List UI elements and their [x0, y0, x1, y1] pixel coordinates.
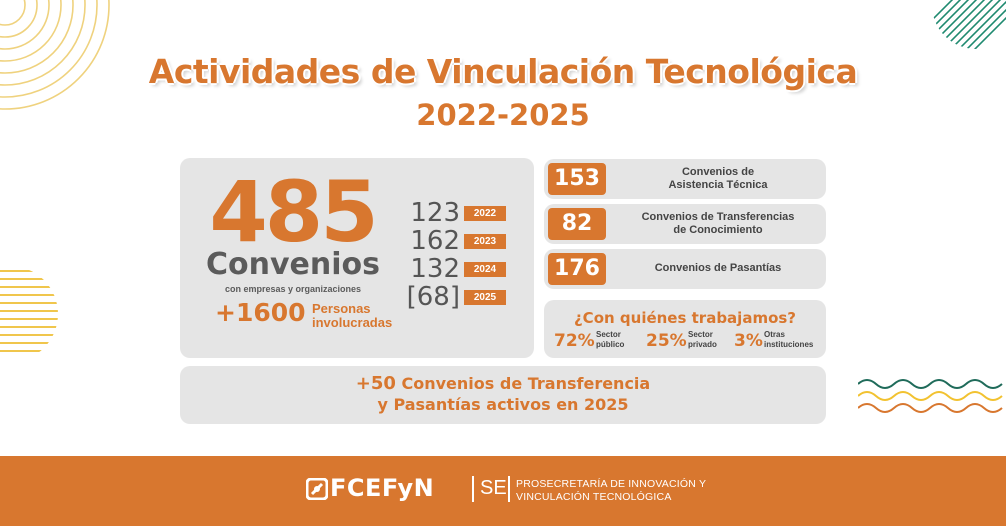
- total-sublabel: con empresas y organizaciones: [224, 284, 362, 294]
- striped-circle-decoration: [932, 0, 1006, 49]
- active-plus: +50: [355, 373, 396, 394]
- who-label-line2: instituciones: [764, 339, 814, 349]
- stat-number: 176: [548, 253, 606, 285]
- who-we-work-with-card: [544, 300, 826, 358]
- year-badge: 2022: [464, 206, 506, 221]
- unit-abbrev: SE: [480, 477, 507, 499]
- year-value: 132: [410, 254, 460, 284]
- year-row-2025: [68] 2025: [396, 284, 506, 310]
- who-label-line1: Sector: [688, 330, 713, 339]
- year-value: 162: [410, 226, 460, 256]
- who-pct: 3%: [734, 331, 763, 351]
- active-line1: Convenios de Transferencia: [401, 374, 651, 393]
- year-row-2023: 162 2023: [396, 228, 506, 254]
- year-row-2024: 132 2024: [396, 256, 506, 282]
- who-label-line2: público: [596, 339, 625, 349]
- page-subtitle: 2022-2025: [416, 98, 590, 132]
- unit-description-line1: PROSECRETARÍA DE INNOVACIÓN Y: [516, 478, 707, 490]
- unit-description-line2: VINCULACIÓN TECNOLÓGICA: [516, 491, 672, 504]
- stat-label: Convenios de Transferencias de Conocimie…: [614, 204, 822, 244]
- who-label: Sector privado: [688, 330, 717, 349]
- who-label: Sector público: [596, 330, 624, 349]
- stat-card-asistencia: 153 Convenios de Asistencia Técnica: [544, 159, 826, 199]
- year-value: [68]: [406, 282, 460, 312]
- stat-label: Convenios de Asistencia Técnica: [614, 159, 822, 199]
- who-label-line1: Otras: [764, 330, 785, 339]
- stat-label-line1: Convenios de: [681, 165, 755, 178]
- people-label-line1: Personas: [312, 301, 371, 316]
- stat-card-transferencias: 82 Convenios de Transferencias de Conoci…: [544, 204, 826, 244]
- concentric-arcs-decoration: [0, 0, 110, 110]
- dotted-circle-decoration: [0, 270, 58, 352]
- total-number: 485: [209, 163, 378, 261]
- year-value: 123: [410, 198, 460, 228]
- stat-label-line2: de Conocimiento: [673, 224, 763, 236]
- total-label: Convenios: [206, 247, 380, 282]
- year-row-2022: 123 2022: [396, 200, 506, 226]
- footer-bar: [0, 456, 1006, 526]
- who-item-otras: 3% Otras instituciones: [734, 330, 820, 352]
- people-label: Personas involucradas: [312, 302, 392, 329]
- who-label-line2: privado: [688, 339, 717, 349]
- stat-label-line2: Asistencia Técnica: [668, 179, 768, 191]
- who-item-privado: 25% Sector privado: [646, 330, 726, 352]
- year-badge: 2024: [464, 262, 506, 277]
- who-label-line1: Sector: [596, 330, 621, 339]
- stat-number: 153: [548, 163, 606, 195]
- active-convenios-text: +50 Convenios de Transferencia y Pasantí…: [180, 372, 826, 416]
- stat-label: Convenios de Pasantías: [614, 249, 822, 289]
- logo-divider: [472, 476, 474, 502]
- who-item-publico: 72% Sector público: [554, 330, 634, 352]
- logo-divider: [508, 476, 510, 502]
- who-pct: 72%: [554, 331, 595, 351]
- who-label: Otras instituciones: [764, 330, 813, 349]
- wave-lines-decoration: [858, 379, 1003, 413]
- fcefyn-logo-text: FCEFyN: [330, 474, 435, 502]
- stat-card-pasantias: 176 Convenios de Pasantías: [544, 249, 826, 289]
- people-number: +1600: [215, 298, 306, 327]
- people-label-line2: involucradas: [312, 314, 393, 330]
- stat-label-line1: Convenios de Pasantías: [654, 262, 782, 275]
- stat-label-line1: Convenios de Transferencias: [641, 210, 795, 223]
- who-title: ¿Con quiénes trabajamos?: [573, 309, 797, 327]
- fcefyn-logo-icon: [306, 478, 328, 500]
- active-line2: y Pasantías activos en 2025: [377, 395, 629, 415]
- year-badge: 2023: [464, 234, 506, 249]
- stat-number: 82: [548, 208, 606, 240]
- who-pct: 25%: [646, 331, 687, 351]
- active-convenios-card: [180, 366, 826, 424]
- year-badge: 2025: [464, 290, 506, 305]
- page-title: Actividades de Vinculación Tecnológica: [148, 52, 858, 91]
- total-convenios-card: [180, 158, 534, 358]
- unit-description: PROSECRETARÍA DE INNOVACIÓN Y VINCULACIÓ…: [516, 478, 706, 504]
